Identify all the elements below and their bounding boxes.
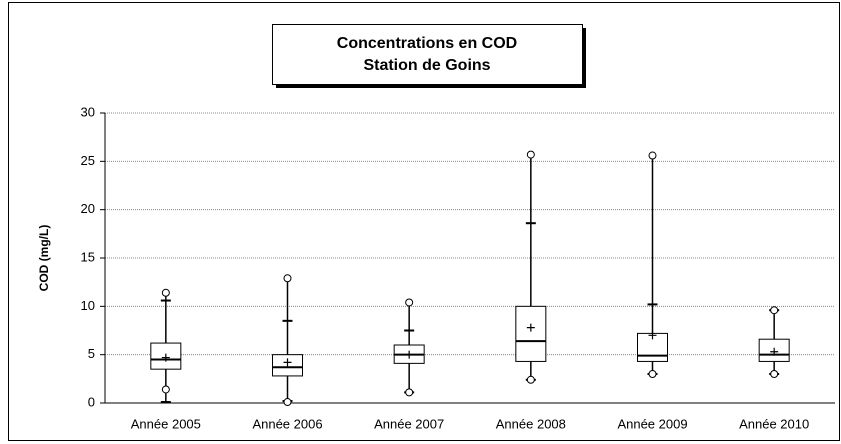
extreme-point	[405, 388, 414, 397]
extreme-point	[405, 298, 414, 307]
extreme-point	[283, 274, 292, 283]
y-tick-label: 0	[88, 394, 95, 409]
box	[515, 305, 547, 362]
x-tick-label: Année 2005	[131, 416, 201, 431]
extreme-point	[770, 306, 779, 315]
extreme-point	[526, 150, 535, 159]
x-tick-label: Année 2007	[374, 416, 444, 431]
extreme-point	[648, 370, 657, 378]
y-tick-label: 15	[81, 249, 95, 264]
extreme-point	[648, 151, 657, 160]
extreme-point	[161, 288, 170, 297]
x-tick-label: Année 2010	[739, 416, 809, 431]
y-tick-label: 20	[81, 201, 95, 216]
x-tick-label: Année 2008	[496, 416, 566, 431]
y-tick-label: 10	[81, 298, 95, 313]
chart-title: Concentrations en COD	[337, 35, 517, 52]
x-tick-label: Année 2009	[617, 416, 687, 431]
extreme-point	[283, 398, 292, 407]
chart-subtitle: Station de Goins	[363, 57, 490, 74]
y-axis-label: COD (mg/L)	[37, 225, 51, 292]
title-box	[272, 24, 583, 85]
y-tick-label: 5	[88, 346, 95, 361]
extreme-point	[526, 375, 535, 384]
y-tick-label: 30	[81, 104, 95, 119]
mean-marker	[405, 350, 414, 359]
y-tick-label: 25	[81, 153, 95, 168]
mean-marker	[161, 353, 170, 362]
mean-marker	[526, 323, 535, 332]
x-tick-label: Année 2006	[252, 416, 322, 431]
mean-marker	[648, 331, 657, 340]
mean-marker	[283, 358, 292, 367]
extreme-point	[161, 385, 170, 394]
extreme-point	[770, 370, 779, 378]
mean-marker	[770, 347, 779, 356]
